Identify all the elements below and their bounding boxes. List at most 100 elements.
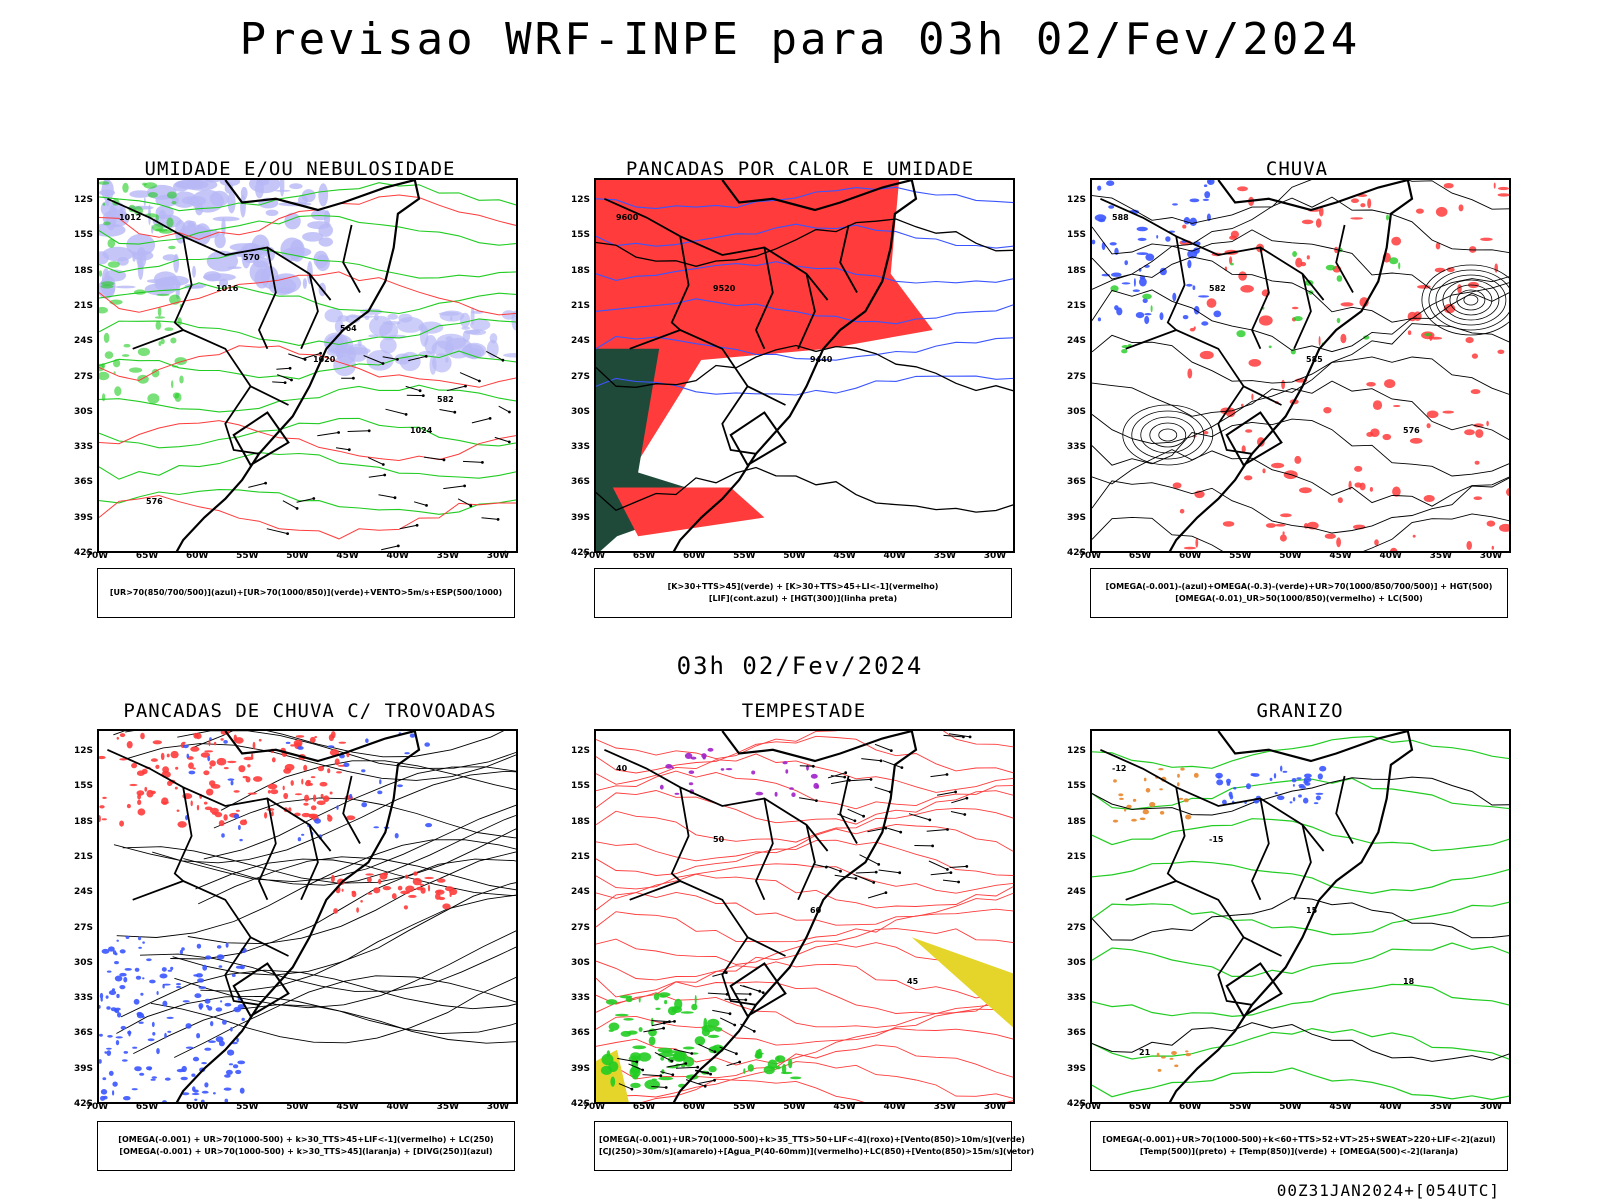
omega-orange-area — [1161, 1056, 1166, 1059]
lon-tick-label: 30W — [1479, 1102, 1503, 1112]
lat-tick-label: 21S — [570, 851, 590, 862]
humidity-blue-area — [468, 329, 487, 336]
omega-green-area — [1363, 335, 1370, 340]
lc250-streamline — [116, 995, 516, 1035]
wind-vector-head — [728, 1012, 732, 1016]
divg-blue-area — [134, 1066, 142, 1072]
thunder-red-area — [119, 733, 126, 738]
divg-blue-area — [227, 1049, 235, 1056]
thunder-red-area — [317, 765, 325, 772]
rain-red-area — [1474, 460, 1480, 465]
wind-vector-head — [662, 1026, 665, 1030]
contour-label: 1024 — [410, 426, 433, 435]
hail-blue-area — [1313, 802, 1319, 805]
wind-vector-head — [815, 799, 818, 802]
lat-tick-label: 21S — [570, 300, 590, 311]
lat-tick-label: 33S — [570, 442, 590, 453]
lat-tick-label: 27S — [570, 371, 590, 382]
omega-blue-area — [1144, 315, 1150, 325]
contour-label: 564 — [340, 324, 357, 333]
contour-label: 18 — [1403, 977, 1415, 986]
divg-blue-area — [186, 753, 190, 759]
lon-tick-label: 45W — [336, 1102, 359, 1112]
lc250-streamline — [152, 804, 516, 883]
humidity-blue-area — [470, 319, 491, 331]
temp850-green-contour — [1092, 860, 1509, 895]
lat-tick-label: 18S — [570, 265, 590, 276]
thunder-red-area — [150, 758, 158, 762]
thunder-red-area — [190, 746, 200, 752]
lon-tick-label: 50W — [783, 551, 806, 561]
humidity-blue-area — [382, 321, 401, 325]
humidity-blue-area — [249, 260, 271, 284]
run-timestamp: 00Z31JAN2024+[054UTC] — [1276, 1181, 1500, 1200]
rain-red-area — [1195, 538, 1199, 548]
temp850-green-contour — [1092, 1027, 1509, 1060]
wind850-green-area — [626, 1030, 638, 1035]
lat-tick-label: 24S — [570, 336, 590, 347]
omega-orange-area — [1156, 1052, 1160, 1057]
omega-green-area — [1389, 257, 1399, 265]
lat-tick-label: 27S — [1066, 371, 1086, 382]
thunder-red-area — [271, 757, 276, 763]
map-canvas: -12 -15 15 18 21 — [1092, 731, 1509, 1102]
rain-red-area — [1464, 429, 1475, 436]
lon-tick-label: 40W — [386, 551, 409, 561]
wind-vector-head — [352, 376, 355, 380]
wind-vector — [651, 1022, 665, 1027]
wind-vector — [847, 808, 864, 817]
wind-vector-head — [671, 1073, 675, 1077]
storm-purple-area — [707, 747, 714, 752]
map-canvas: 40 50 60 45 — [596, 731, 1013, 1102]
wind850-green-area — [644, 1079, 660, 1090]
wind850-green-area — [754, 1052, 763, 1059]
state-border — [604, 197, 829, 301]
lc250-streamline — [127, 743, 516, 781]
rain-red-area — [1294, 455, 1302, 464]
lon-tick-label: 30W — [486, 551, 510, 561]
lat-tick-label: 30S — [73, 957, 93, 968]
rain-red-area — [1241, 445, 1246, 453]
thunder-red-area — [99, 755, 106, 760]
lc850-red-contour — [596, 1028, 1013, 1066]
divg-blue-area — [112, 950, 117, 955]
divg-blue-area — [178, 1101, 181, 1102]
wind-vector-head — [962, 735, 965, 739]
state-border — [1293, 824, 1312, 901]
divg-blue-area — [100, 997, 103, 1002]
omega-orange-area — [1169, 1057, 1174, 1060]
wind-vector — [282, 500, 298, 509]
divg-blue-area — [138, 946, 142, 949]
divg-blue-area — [377, 790, 383, 795]
rain-red-area — [1466, 540, 1472, 550]
wind-vector — [813, 863, 827, 868]
hgt300-black-contour — [596, 466, 1013, 513]
ur-green-contour — [99, 350, 516, 380]
storm-purple-area — [688, 782, 694, 786]
omega-blue-area — [1136, 252, 1149, 255]
wind850-green-area — [655, 1007, 661, 1010]
wind-vector — [618, 1083, 633, 1090]
wind-vector-head — [879, 759, 883, 763]
hgt500-closed-contour — [1463, 294, 1479, 306]
wind-vector — [651, 1020, 670, 1023]
omega-green-area — [1424, 333, 1432, 337]
omega-blue-area — [1098, 218, 1106, 223]
ur-green-contour — [99, 489, 516, 515]
humidity-green-area — [99, 181, 110, 185]
storm-purple-area — [785, 769, 789, 774]
thunder-red-area — [209, 766, 212, 769]
wind-vector-head — [744, 998, 748, 1002]
rain-red-area — [1443, 303, 1456, 314]
lon-tick-label: 50W — [1279, 1102, 1302, 1112]
panel-title: TEMPESTADE — [741, 700, 867, 722]
rain-red-area — [1229, 235, 1237, 240]
wind-vector — [666, 1063, 686, 1068]
thunder-red-area — [267, 783, 278, 790]
divg-blue-area — [108, 1070, 114, 1076]
lat-tick-label: 12S — [1066, 195, 1086, 205]
humidity-green-area — [101, 393, 106, 402]
state-border — [629, 880, 786, 957]
divg-blue-area — [379, 779, 382, 785]
lon-tick-label: 60W — [1179, 1102, 1202, 1112]
